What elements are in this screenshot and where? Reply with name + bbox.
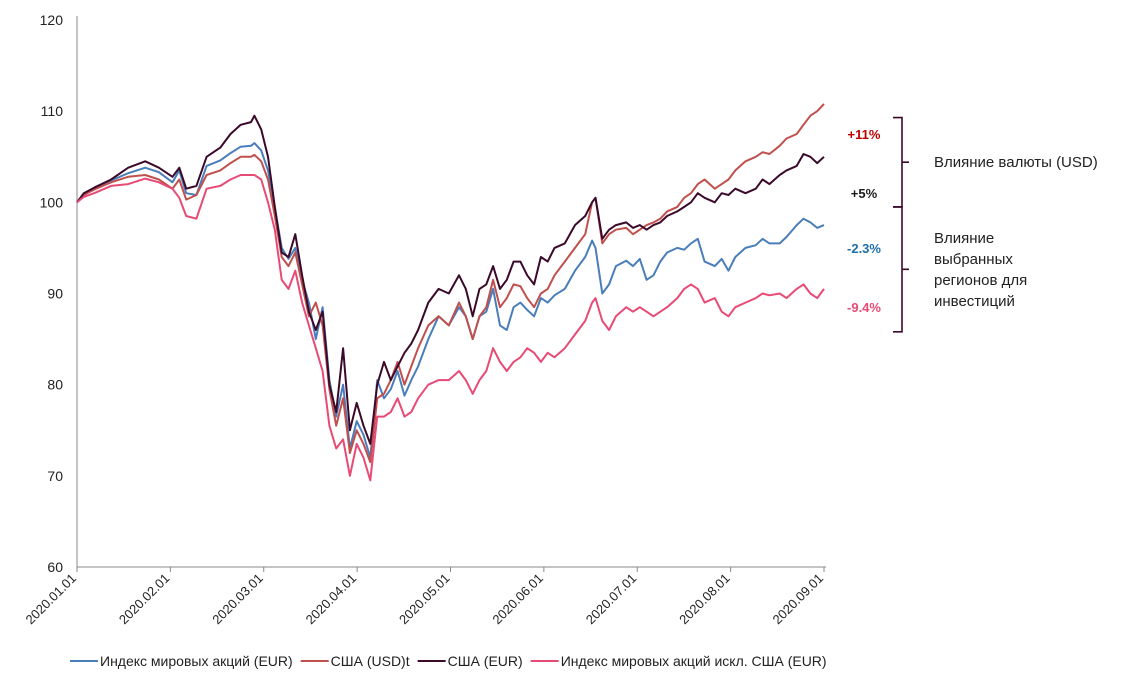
series-line — [76, 114, 825, 445]
y-tick-label: 60 — [47, 559, 63, 575]
change-value-label: -9.4% — [847, 300, 881, 315]
bracket — [893, 206, 909, 333]
x-tick-label: 2020.03.01 — [209, 571, 266, 628]
bracket-label: выбранных — [934, 251, 1013, 268]
x-tick-label: 2020.07.01 — [583, 571, 640, 628]
legend-label: Индекс мировых акций искл. США (EUR) — [561, 653, 827, 669]
legend-label: Индекс мировых акций (EUR) — [100, 653, 293, 669]
x-tick-label: 2020.02.01 — [116, 571, 173, 628]
series-line — [76, 103, 825, 464]
x-axis-ticks: 2020.01.01 2020.02.01 2020.03.01 2020.04.01… — [22, 567, 826, 627]
legend-label: США (USD)t — [331, 653, 410, 669]
change-value-label: +11% — [848, 127, 881, 142]
bracket — [893, 116, 909, 208]
y-axis-ticks: 60 70 80 90 100 110 120 — [40, 12, 64, 575]
x-tick-label: 2020.04.01 — [303, 571, 360, 628]
legend-label: США (EUR) — [448, 653, 523, 669]
y-tick-label: 110 — [41, 103, 64, 119]
bracket-label: Влияние валюты (USD) — [934, 154, 1098, 171]
y-tick-label: 80 — [47, 377, 63, 393]
x-tick-label: 2020.09.01 — [769, 571, 826, 628]
x-tick-label: 2020.01.01 — [22, 571, 79, 628]
series-line — [76, 174, 825, 482]
change-value-label: +5% — [851, 186, 878, 201]
bracket-label: инвестиций — [934, 293, 1015, 310]
x-tick-label: 2020.08.01 — [676, 571, 733, 628]
change-value-label: -2.3% — [847, 241, 881, 256]
y-tick-label: 100 — [40, 194, 64, 210]
chart-axes — [76, 16, 826, 568]
x-tick-label: 2020.05.01 — [396, 571, 453, 628]
bracket-label: регионов для — [934, 272, 1027, 289]
x-tick-label: 2020.06.01 — [489, 571, 546, 628]
series-lines — [76, 103, 825, 482]
bracket-label: Влияние — [934, 230, 994, 247]
y-tick-label: 70 — [47, 468, 63, 484]
legend: Индекс мировых акций (EUR) США (USD)t США … — [70, 653, 827, 669]
y-tick-label: 120 — [40, 12, 64, 28]
y-tick-label: 90 — [47, 286, 63, 302]
annotations: +11% +5% -2.3% -9.4% Влияние валюты (USD) Вли… — [847, 116, 1098, 333]
